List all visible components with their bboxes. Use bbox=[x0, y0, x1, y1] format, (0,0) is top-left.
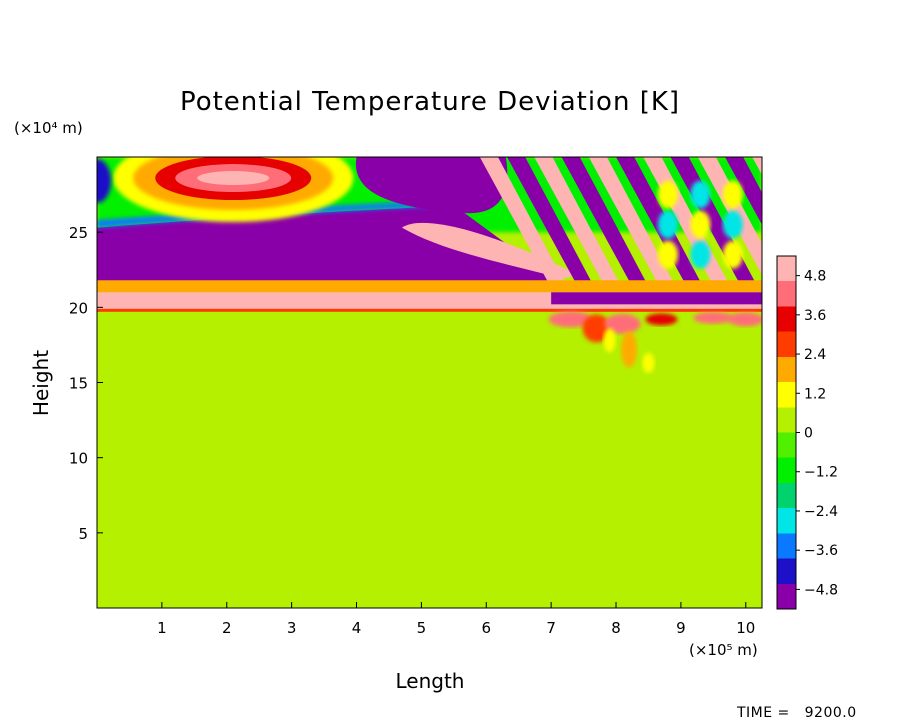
turbulent-patch bbox=[645, 313, 678, 326]
colorbar-tick-label: −1.2 bbox=[804, 465, 838, 481]
x-tick-label: 2 bbox=[222, 619, 232, 637]
colorbar: 4.8 3.6 2.4 1.2 0 −1.2 −2.4 −3.6 −4.8 bbox=[776, 255, 838, 610]
x-axis-unit: (×10⁵ m) bbox=[689, 641, 758, 659]
turbulent-patch bbox=[642, 352, 655, 373]
cold-layer bbox=[97, 205, 565, 287]
transition-band bbox=[97, 280, 762, 293]
x-tick-label: 7 bbox=[546, 619, 556, 637]
wave-speckle bbox=[722, 240, 743, 269]
x-tick-label: 5 bbox=[417, 619, 427, 637]
wave-speckle bbox=[690, 210, 711, 239]
y-axis-ticks: 5 10 15 20 25 bbox=[69, 224, 103, 543]
chart-title: Potential Temperature Deviation [K] bbox=[180, 87, 680, 117]
x-axis-ticks: 1 2 3 4 5 6 7 8 9 10 bbox=[157, 602, 755, 637]
turbulent-patch bbox=[582, 314, 611, 343]
turbulent-patch bbox=[621, 331, 637, 368]
colorbar-tick-label: 1.2 bbox=[804, 386, 826, 402]
colorbar-tick-label: −4.8 bbox=[804, 582, 838, 598]
colorbar-tick-label: 3.6 bbox=[804, 308, 826, 324]
time-readout: TIME = 9200.0 bbox=[736, 705, 857, 721]
x-tick-label: 1 bbox=[157, 619, 167, 637]
colorbar-tick-label: 2.4 bbox=[804, 347, 826, 363]
colorbar-tick-label: −2.4 bbox=[804, 504, 838, 520]
x-tick-label: 6 bbox=[481, 619, 491, 637]
colorbar-tick-label: 0 bbox=[804, 426, 813, 442]
y-tick-label: 25 bbox=[69, 224, 88, 242]
cold-cap-right bbox=[551, 292, 762, 305]
warm-tongue bbox=[401, 222, 578, 279]
wave-speckle bbox=[657, 210, 678, 239]
plot-area bbox=[97, 157, 762, 608]
turbulent-patch bbox=[548, 311, 593, 328]
x-tick-label: 8 bbox=[611, 619, 621, 637]
wave-speckle bbox=[690, 240, 711, 269]
wave-stripe bbox=[588, 157, 677, 288]
colorbar-tick-label: 4.8 bbox=[804, 269, 826, 285]
warm-core-center bbox=[197, 171, 270, 186]
wave-speckle bbox=[657, 180, 678, 209]
y-tick-label: 15 bbox=[69, 375, 88, 393]
wave-stripe bbox=[507, 157, 595, 288]
wave-speckle bbox=[657, 240, 678, 269]
edge-cold-patch bbox=[97, 159, 111, 204]
wave-speckle bbox=[690, 180, 711, 209]
x-axis-label: Length bbox=[396, 669, 465, 693]
y-axis-label: Height bbox=[29, 350, 53, 416]
x-tick-label: 4 bbox=[352, 619, 362, 637]
wave-stripe bbox=[561, 157, 650, 288]
y-tick-label: 20 bbox=[69, 299, 88, 317]
wave-stripe bbox=[534, 157, 622, 288]
wave-speckle bbox=[722, 210, 743, 239]
wave-speckle bbox=[722, 180, 743, 209]
warm-band-edge bbox=[97, 308, 762, 312]
colorbar-ticks: 4.8 3.6 2.4 1.2 0 −1.2 −2.4 −3.6 −4.8 bbox=[796, 269, 838, 598]
turbulent-patch bbox=[693, 311, 734, 324]
x-tick-label: 9 bbox=[676, 619, 686, 637]
cold-lobe bbox=[355, 157, 508, 214]
x-tick-label: 10 bbox=[736, 619, 755, 637]
turbulent-patch bbox=[727, 312, 762, 327]
colorbar-tick-label: −3.6 bbox=[804, 543, 838, 559]
turbulent-patch bbox=[604, 313, 641, 334]
wave-stripe bbox=[479, 157, 568, 288]
colorbar-strip bbox=[776, 255, 797, 610]
y-tick-label: 10 bbox=[69, 450, 88, 468]
x-tick-label: 3 bbox=[287, 619, 297, 637]
wave-stripe bbox=[725, 157, 762, 225]
y-tick-label: 5 bbox=[78, 525, 88, 543]
turbulent-patch bbox=[603, 328, 616, 353]
wave-stripe bbox=[752, 157, 762, 175]
anomaly-field bbox=[97, 157, 762, 373]
y-axis-unit: (×10⁴ m) bbox=[14, 119, 83, 137]
